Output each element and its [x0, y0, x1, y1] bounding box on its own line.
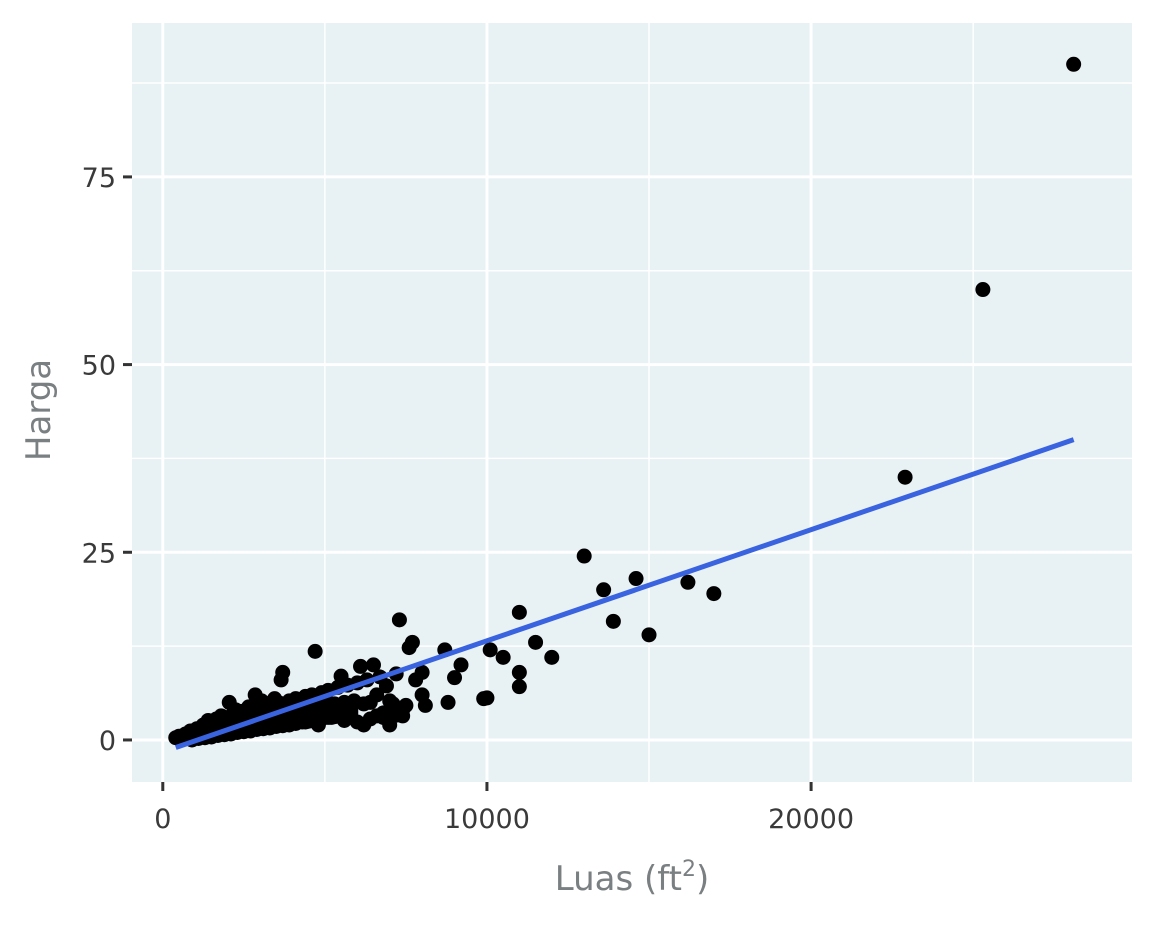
data-point — [388, 707, 404, 723]
data-point — [382, 693, 398, 709]
y-tick-label: 0 — [99, 726, 116, 757]
data-point — [1066, 56, 1082, 72]
data-point — [596, 582, 612, 598]
data-point — [362, 711, 378, 727]
x-axis-title: Luas (ft2) — [555, 857, 709, 899]
data-point — [226, 703, 242, 719]
data-point — [369, 687, 385, 703]
data-point — [605, 613, 621, 629]
data-point — [365, 657, 381, 673]
plot-panel — [132, 23, 1132, 782]
y-axis-ticks: 0 25 50 75 — [82, 163, 132, 757]
data-point — [417, 697, 433, 713]
data-point — [310, 717, 326, 733]
y-tick-label: 25 — [82, 538, 116, 569]
data-point — [356, 696, 372, 712]
x-axis-title-superscript: 2 — [682, 857, 696, 882]
data-point — [975, 282, 991, 298]
data-point — [353, 658, 369, 674]
data-point — [528, 634, 544, 650]
data-point — [330, 699, 346, 715]
x-axis-title-base: Luas (ft — [555, 859, 682, 899]
data-point — [641, 627, 657, 643]
data-point — [511, 664, 527, 680]
data-point — [297, 714, 313, 730]
data-point — [576, 548, 592, 564]
data-point — [275, 664, 291, 680]
data-point — [200, 712, 216, 728]
data-point — [680, 574, 696, 590]
data-point — [404, 634, 420, 650]
data-point — [628, 571, 644, 587]
x-tick-label: 10000 — [444, 804, 530, 835]
y-axis-title: Harga — [19, 359, 59, 461]
data-point — [544, 649, 560, 665]
data-point — [271, 715, 287, 731]
grid-major-lines — [132, 23, 1132, 782]
data-point — [897, 469, 913, 485]
data-point — [349, 714, 365, 730]
data-point — [440, 694, 456, 710]
x-axis-title-close: ) — [696, 859, 709, 899]
data-points — [168, 56, 1082, 748]
grid-minor-lines — [132, 23, 1132, 782]
data-point — [213, 708, 229, 724]
x-tick-label: 0 — [154, 804, 171, 835]
y-tick-label: 50 — [82, 351, 116, 382]
data-point — [706, 586, 722, 602]
data-point — [336, 712, 352, 728]
y-tick-label: 75 — [82, 163, 116, 194]
data-point — [447, 670, 463, 686]
data-point — [304, 702, 320, 718]
data-point — [375, 709, 391, 725]
data-point — [511, 604, 527, 620]
data-point — [479, 690, 495, 706]
data-point — [391, 612, 407, 628]
data-point — [511, 679, 527, 695]
data-point — [307, 643, 323, 659]
data-point — [482, 642, 498, 658]
data-point — [414, 664, 430, 680]
data-point — [453, 657, 469, 673]
data-point — [378, 678, 394, 694]
x-tick-label: 20000 — [768, 804, 854, 835]
regression-line — [174, 437, 1075, 750]
x-axis-ticks: 0 10000 20000 — [154, 782, 854, 835]
data-point — [495, 649, 511, 665]
